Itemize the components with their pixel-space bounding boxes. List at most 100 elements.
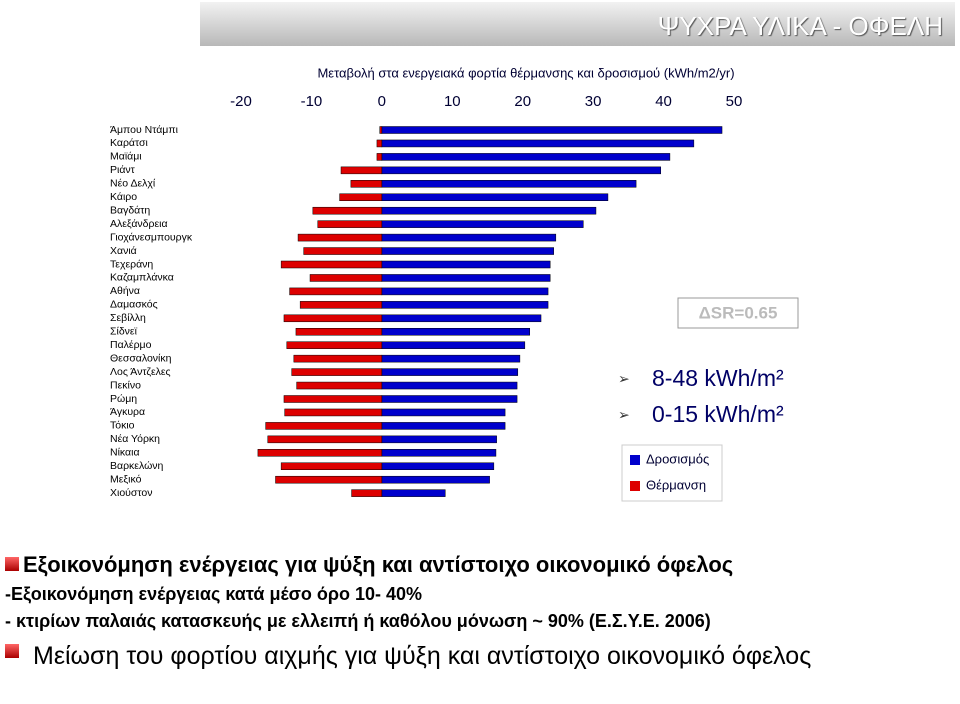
- y-tick-label: Ρώμη: [110, 393, 137, 405]
- bar: [312, 206, 383, 215]
- x-tick-label: 20: [514, 93, 531, 110]
- bar: [280, 462, 383, 470]
- body-text: -Εξοικονόμηση ενέργειας κατά μέσο όρο 10…: [5, 584, 423, 604]
- y-tick-label: Τεχεράνη: [110, 258, 153, 270]
- legend-swatch: [630, 481, 640, 491]
- bar: [283, 314, 383, 323]
- bar: [381, 193, 609, 201]
- legend-swatch: [630, 455, 640, 465]
- bar: [289, 287, 383, 296]
- y-tick-label: Θεσσαλονίκη: [110, 352, 172, 364]
- bar: [381, 180, 637, 188]
- bar: [381, 206, 597, 215]
- bar: [381, 126, 723, 134]
- body-text: Μείωση του φορτίου αιχμής για ψύξη και α…: [33, 642, 812, 670]
- y-tick-label: Τόκιο: [110, 420, 135, 432]
- y-tick-label: Αθήνα: [110, 285, 140, 297]
- bar: [317, 220, 383, 228]
- bar: [275, 475, 383, 484]
- x-tick-label: 10: [444, 93, 461, 110]
- bar: [381, 247, 554, 255]
- y-tick-label: Σίδνεϊ: [110, 326, 138, 338]
- bar: [286, 341, 383, 349]
- bar: [283, 395, 383, 403]
- bar: [381, 233, 557, 242]
- bar: [299, 301, 383, 309]
- bullet-icon: ➢: [618, 371, 630, 387]
- y-tick-label: Αλεξάνδρεια: [110, 218, 168, 230]
- bar: [265, 422, 383, 430]
- y-tick-label: Καράτσι: [110, 137, 148, 149]
- bar: [376, 153, 383, 161]
- bar: [381, 274, 551, 282]
- x-tick-label: -20: [230, 93, 252, 110]
- bar: [381, 328, 531, 336]
- y-tick-label: Νέα Υόρκη: [110, 433, 160, 445]
- bar: [381, 153, 671, 161]
- chart: Μεταβολή στα ενεργειακά φορτία θέρμανσης…: [110, 65, 799, 502]
- y-tick-label: Μαϊάμι: [110, 151, 142, 163]
- y-tick-label: Δαμασκός: [110, 299, 158, 311]
- x-tick-label: 40: [655, 93, 672, 110]
- body-line: Μείωση του φορτίου αιχμής για ψύξη και α…: [5, 640, 905, 673]
- bar: [381, 462, 495, 470]
- x-tick-label: -10: [301, 93, 323, 110]
- bar: [381, 435, 497, 444]
- bar: [340, 166, 383, 175]
- bullet-icon: ➢: [618, 407, 630, 423]
- y-tick-label: Παλέρμο: [110, 339, 152, 351]
- y-tick-label: Ριάντ: [110, 164, 136, 176]
- annotation-box: [677, 297, 799, 329]
- body-text: Εξοικονόμηση ενέργειας για ψύξη και αντί…: [23, 552, 734, 577]
- bar: [381, 341, 526, 349]
- legend-label: Δροσισμός: [646, 451, 709, 466]
- bar: [381, 489, 446, 497]
- slide-title: ΨΥΧΡΑ ΥΛΙΚΑ - ΟΦΕΛΗ: [657, 11, 943, 41]
- y-tick-label: Νίκαια: [110, 447, 140, 459]
- body-text: - κτιρίων παλαιάς κατασκευής με ελλειπή …: [5, 611, 711, 631]
- bar: [381, 260, 551, 269]
- bar: [381, 368, 519, 376]
- bar: [284, 408, 383, 417]
- bar: [351, 489, 383, 497]
- bar: [381, 220, 584, 228]
- y-tick-label: Χανιά: [110, 245, 137, 257]
- legend: [621, 444, 723, 502]
- bar: [381, 408, 506, 417]
- legend-label: Θέρμανση: [646, 477, 706, 492]
- bar: [296, 381, 383, 390]
- bar: [291, 368, 383, 376]
- bar: [297, 233, 383, 242]
- annotation: 8-48 kWh/m²: [652, 365, 784, 391]
- header: ΨΥΧΡΑ ΥΛΙΚΑ - ΟΦΕΛΗ: [200, 2, 955, 46]
- y-tick-label: Λος Άντζελες: [110, 366, 171, 378]
- bar: [381, 166, 662, 175]
- annotation: ΔSR=0.65: [699, 303, 778, 322]
- y-tick-label: Καζαμπλάνκα: [110, 272, 174, 284]
- bar: [381, 287, 549, 296]
- bar: [379, 126, 383, 134]
- y-tick-label: Άμπου Ντάμπι: [110, 124, 179, 136]
- bar: [267, 435, 383, 444]
- bar: [381, 422, 506, 430]
- bar: [381, 381, 518, 390]
- bar: [381, 139, 695, 148]
- bar: [381, 449, 497, 457]
- bar: [339, 193, 383, 201]
- y-tick-label: Μεξικό: [110, 473, 142, 485]
- bar: [381, 354, 521, 363]
- bar: [381, 301, 549, 309]
- y-tick-label: Γιοχάνεσμπουργκ: [110, 231, 193, 243]
- bar: [257, 449, 383, 457]
- x-tick-label: 30: [585, 93, 602, 110]
- y-tick-label: Νέο Δελχί: [110, 178, 156, 190]
- bar: [350, 180, 383, 188]
- bar: [293, 354, 383, 363]
- bar: [376, 139, 383, 148]
- bar: [381, 395, 518, 403]
- y-tick-label: Χιούστον: [110, 487, 153, 499]
- bar: [303, 247, 383, 255]
- chart-title: Μεταβολή στα ενεργειακά φορτία θέρμανσης…: [317, 65, 734, 80]
- x-tick-label: 0: [378, 93, 386, 110]
